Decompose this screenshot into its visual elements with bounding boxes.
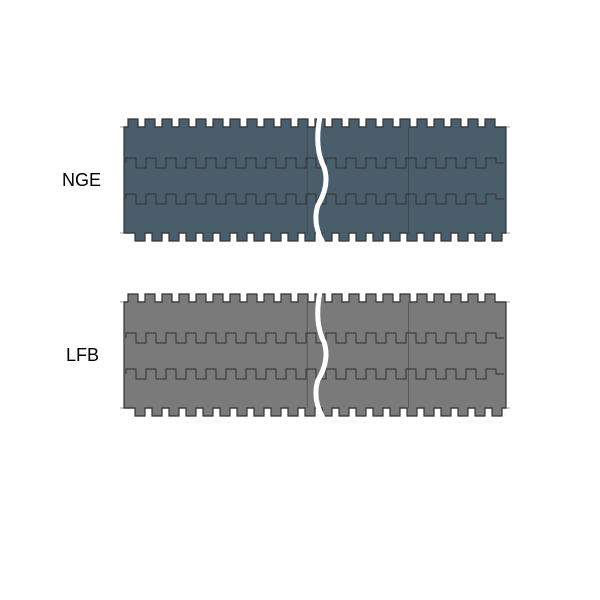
nge-belt [120, 115, 510, 250]
lfb-label: LFB [66, 345, 99, 366]
lfb-belt [120, 290, 510, 425]
nge-label: NGE [62, 170, 101, 191]
